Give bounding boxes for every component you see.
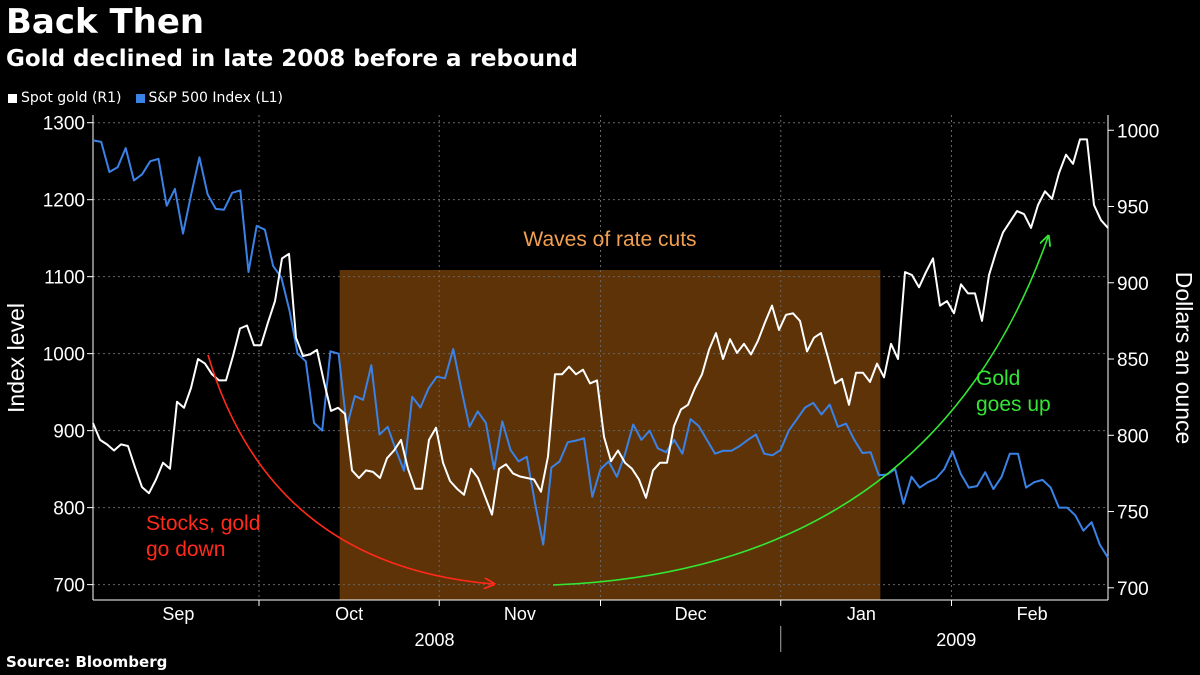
legend-label-gold: Spot gold (R1) [21, 90, 122, 106]
sp500-line [92, 139, 1109, 559]
right-tick-label: 700 [1117, 579, 1149, 600]
right-tick-label: 1000 [1117, 121, 1159, 142]
x-tick-label: Dec [675, 604, 707, 624]
right-tick-label: 850 [1117, 350, 1149, 371]
chart-subtitle: Gold declined in late 2008 before a rebo… [6, 46, 579, 72]
left-tick-label: 1300 [43, 114, 85, 135]
up-annotation-line: Gold [976, 367, 1020, 390]
up-arrow [552, 237, 1048, 586]
year-label: 2008 [414, 630, 454, 650]
x-tick-label: Sep [162, 604, 194, 624]
gold-line [92, 138, 1109, 516]
right-tick-label: 800 [1117, 426, 1149, 447]
legend: Spot gold (R1) S&P 500 Index (L1) [8, 90, 283, 106]
left-tick-label: 800 [53, 499, 85, 520]
left-tick-label: 700 [53, 576, 85, 597]
left-axis-title: Index level [3, 303, 29, 413]
up-annotation-line: goes up [976, 393, 1051, 416]
left-tick-label: 1000 [43, 345, 85, 366]
x-tick-label: Feb [1017, 604, 1048, 624]
x-tick-label: Nov [504, 604, 536, 624]
legend-swatch-gold [8, 93, 17, 103]
x-tick-label: Oct [335, 604, 363, 624]
right-axis-title: Dollars an ounce [1171, 272, 1197, 445]
chart-title: Back Then [6, 2, 205, 42]
legend-label-sp500: S&P 500 Index (L1) [148, 90, 284, 106]
down-annotation-line: go down [146, 538, 225, 561]
right-tick-label: 750 [1117, 503, 1149, 524]
legend-swatch-sp500 [135, 93, 145, 103]
year-label: 2009 [936, 630, 976, 650]
down-annotation-line: Stocks, gold [146, 512, 260, 535]
x-tick-label: Jan [847, 604, 876, 624]
left-tick-label: 900 [53, 422, 85, 443]
right-tick-label: 900 [1117, 274, 1149, 295]
down-arrow [207, 354, 493, 584]
rate-cuts-shaded-region [339, 270, 881, 600]
source-note: Source: Bloomberg [6, 653, 168, 671]
left-tick-label: 1100 [44, 268, 85, 289]
right-tick-label: 950 [1117, 198, 1149, 219]
left-tick-label: 1200 [43, 191, 85, 212]
legend-item-gold: Spot gold (R1) [8, 90, 122, 106]
legend-item-sp500: S&P 500 Index (L1) [135, 90, 284, 106]
rate-cuts-label: Waves of rate cuts [523, 228, 696, 251]
